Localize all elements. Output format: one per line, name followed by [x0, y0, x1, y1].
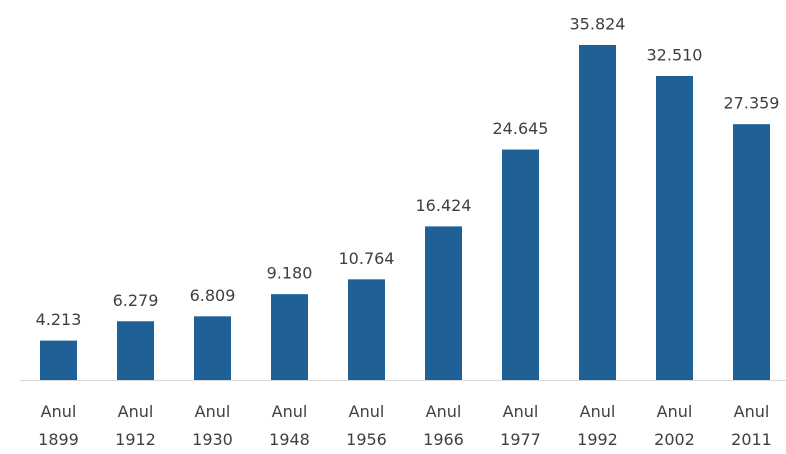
bar — [425, 226, 462, 380]
x-tick-label: Anul 1948 — [269, 402, 310, 449]
data-label: 9.180 — [267, 264, 313, 283]
bar — [348, 279, 385, 380]
data-label: 16.424 — [416, 196, 472, 215]
data-label: 6.809 — [190, 286, 236, 305]
bar — [733, 124, 770, 380]
x-tick-label: Anul 1977 — [500, 402, 541, 449]
x-tick-label: Anul 1930 — [192, 402, 233, 449]
bar — [271, 294, 308, 380]
data-label: 10.764 — [339, 249, 395, 268]
bar — [40, 340, 77, 380]
bar — [656, 75, 693, 381]
data-label: 24.645 — [493, 119, 549, 138]
x-tick-label: Anul 1912 — [115, 402, 156, 449]
bar — [579, 45, 616, 380]
bar — [194, 316, 231, 380]
x-tick-label: Anul 2002 — [654, 402, 695, 449]
x-tick-label: Anul 2011 — [731, 402, 772, 449]
data-label: 4.213 — [36, 310, 82, 329]
bar — [502, 149, 539, 380]
data-label: 35.824 — [570, 15, 626, 34]
data-label: 27.359 — [724, 94, 780, 113]
x-tick-label: Anul 1899 — [38, 402, 79, 449]
bar — [117, 321, 154, 380]
data-label: 32.510 — [647, 45, 703, 64]
x-tick-label: Anul 1966 — [423, 402, 464, 449]
x-tick-label: Anul 1956 — [346, 402, 387, 449]
data-label: 6.279 — [113, 291, 159, 310]
x-tick-label: Anul 1992 — [577, 402, 618, 449]
